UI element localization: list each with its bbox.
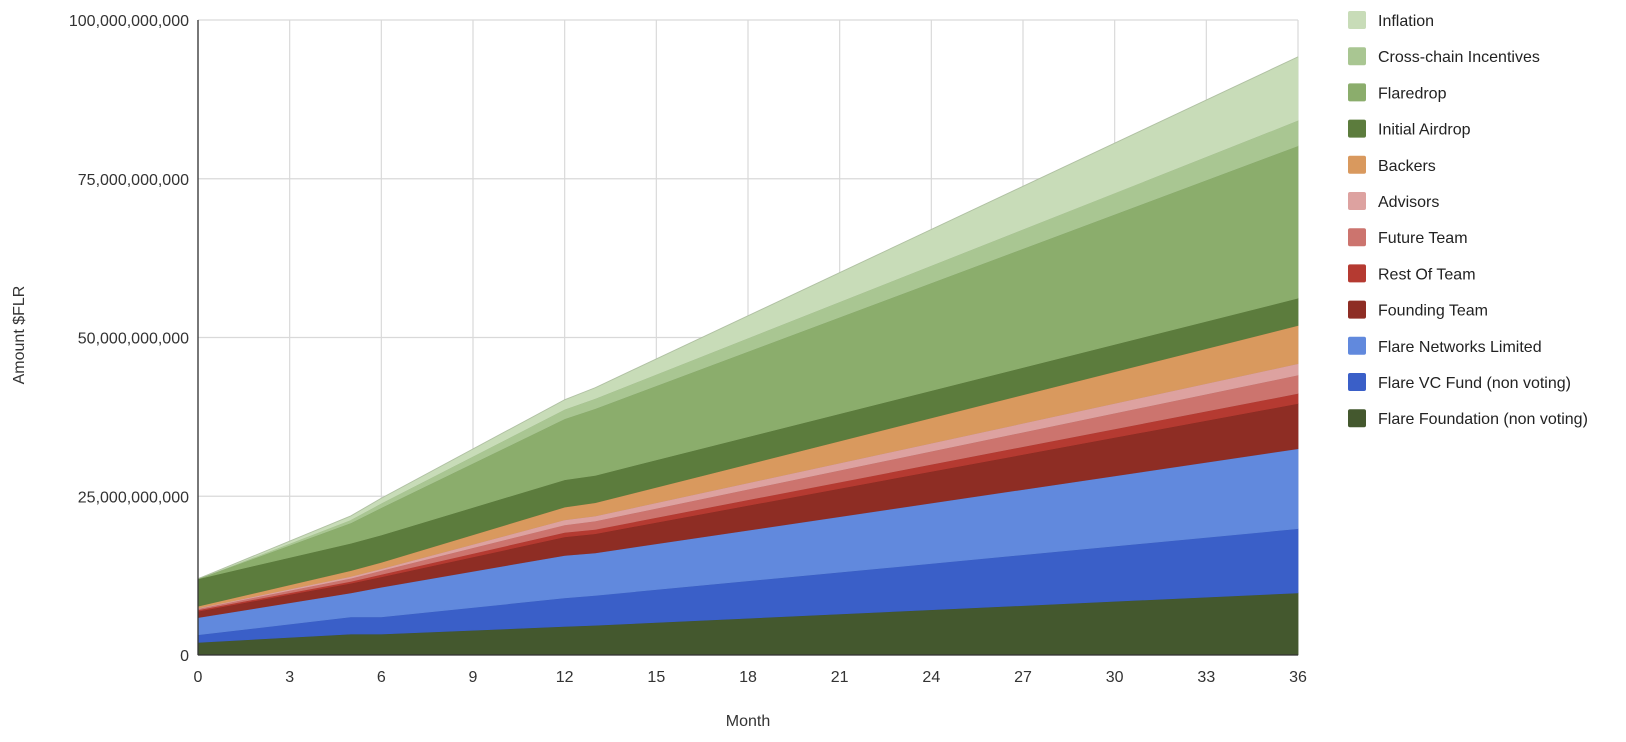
legend-swatch <box>1348 336 1366 355</box>
legend-swatch <box>1348 373 1366 391</box>
legend-label: Cross-chain Incentives <box>1378 49 1540 66</box>
y-axis-title: Amount $FLR <box>11 286 28 385</box>
x-tick-label: 36 <box>1289 669 1307 686</box>
x-tick-label: 33 <box>1197 669 1215 686</box>
legend-label: Backers <box>1378 158 1436 175</box>
chart-areas <box>197 56 1299 656</box>
x-tick-label: 24 <box>922 669 940 686</box>
chart-legend: Inflation Cross-chain Incentives Flaredrop… <box>1348 11 1588 428</box>
legend-label: Flare Networks Limited <box>1378 339 1542 356</box>
chart-axes <box>197 20 1298 656</box>
x-tick-labels: 0 3 6 9 12 15 18 21 24 27 30 33 36 <box>194 669 1307 686</box>
x-tick-label: 27 <box>1014 669 1032 686</box>
legend-item: Backers <box>1348 155 1436 175</box>
x-tick-label: 12 <box>556 669 574 686</box>
x-tick-label: 0 <box>194 669 203 686</box>
legend-swatch <box>1348 192 1366 210</box>
legend-label: Flare VC Fund (non voting) <box>1378 375 1571 392</box>
legend-item: Flare VC Fund (non voting) <box>1348 373 1571 392</box>
legend-label: Initial Airdrop <box>1378 122 1471 139</box>
x-tick-label: 6 <box>377 669 386 686</box>
legend-swatch <box>1348 228 1366 247</box>
legend-label: Future Team <box>1378 230 1468 247</box>
legend-item: Future Team <box>1348 228 1468 247</box>
x-tick-label: 9 <box>469 669 478 686</box>
x-axis-title: Month <box>726 713 770 730</box>
legend-label: Flare Foundation (non voting) <box>1378 411 1588 428</box>
area-series <box>197 56 1299 580</box>
legend-swatch <box>1348 83 1366 102</box>
legend-swatch <box>1348 409 1366 428</box>
legend-swatch <box>1348 300 1366 319</box>
y-tick-label: 50,000,000,000 <box>78 331 189 348</box>
legend-item: Cross-chain Incentives <box>1348 47 1540 66</box>
legend-item: Flare Networks Limited <box>1348 336 1542 356</box>
legend-item: Inflation <box>1348 11 1434 30</box>
legend-item: Initial Airdrop <box>1348 119 1471 139</box>
area-series-edge <box>197 56 1299 580</box>
legend-swatch <box>1348 11 1366 29</box>
legend-label: Advisors <box>1378 194 1439 211</box>
legend-swatch <box>1348 119 1366 138</box>
y-tick-label: 100,000,000,000 <box>69 13 189 30</box>
legend-item: Advisors <box>1348 192 1439 211</box>
x-tick-label: 18 <box>739 669 757 686</box>
x-tick-label: 3 <box>285 669 294 686</box>
legend-label: Rest Of Team <box>1378 266 1476 283</box>
y-tick-label: 25,000,000,000 <box>78 489 189 506</box>
x-tick-label: 30 <box>1106 669 1124 686</box>
legend-swatch <box>1348 155 1366 174</box>
y-tick-label: 0 <box>180 648 189 665</box>
legend-label: Flaredrop <box>1378 85 1447 102</box>
legend-item: Flare Foundation (non voting) <box>1348 409 1588 428</box>
legend-item: Founding Team <box>1348 300 1488 320</box>
legend-label: Founding Team <box>1378 303 1488 320</box>
legend-label: Inflation <box>1378 13 1434 30</box>
y-tick-label: 75,000,000,000 <box>78 172 189 189</box>
legend-swatch <box>1348 264 1366 283</box>
x-tick-label: 15 <box>647 669 665 686</box>
x-tick-label: 21 <box>831 669 849 686</box>
legend-item: Rest Of Team <box>1348 264 1476 283</box>
legend-swatch <box>1348 47 1366 66</box>
y-tick-labels: 0 25,000,000,000 50,000,000,000 75,000,000,… <box>69 13 189 665</box>
legend-item: Flaredrop <box>1348 83 1447 102</box>
